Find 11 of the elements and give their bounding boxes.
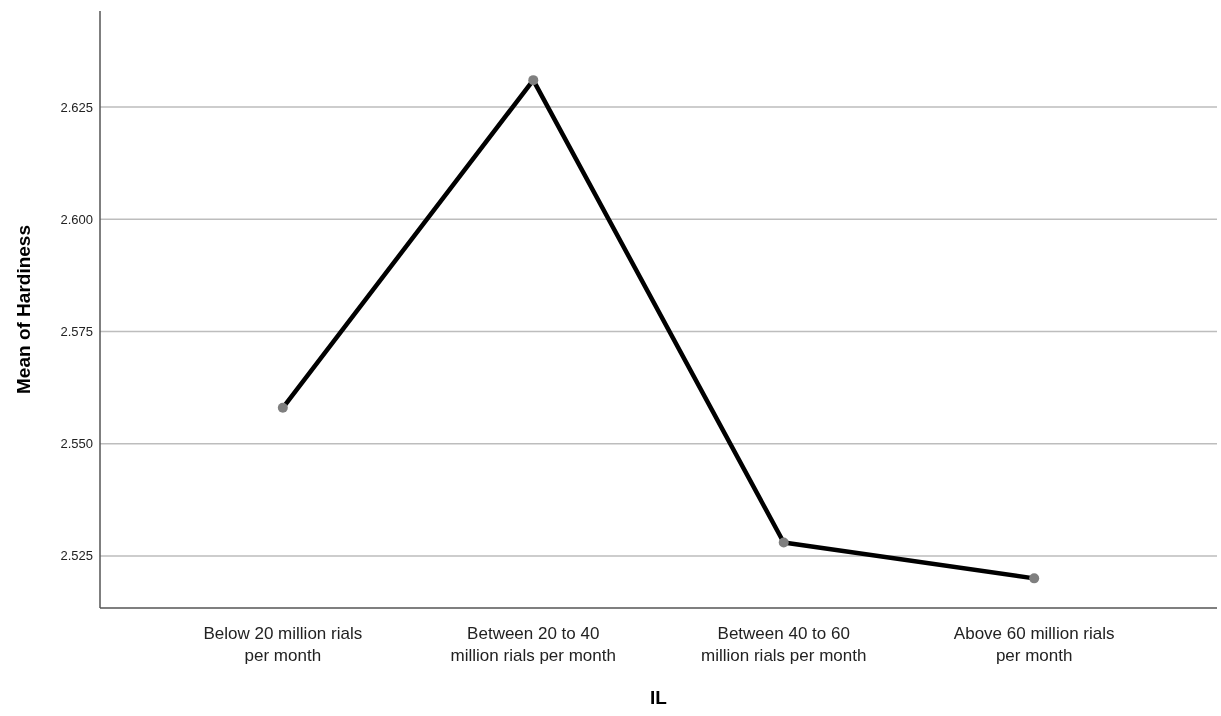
x-tick-label: Above 60 million rials per month bbox=[953, 624, 1115, 665]
x-axis-title: IL bbox=[650, 687, 668, 708]
x-tick-label: Between 20 to 40 million rials per month bbox=[450, 624, 616, 665]
y-tick-label: 2.600 bbox=[60, 211, 93, 227]
y-tick-label: 2.625 bbox=[60, 99, 93, 115]
x-tick-label: Below 20 million rials per month bbox=[203, 624, 363, 665]
y-axis-title: Mean of Hardiness bbox=[13, 225, 34, 394]
y-tick-label: 2.575 bbox=[60, 324, 93, 340]
y-tick-label: 2.550 bbox=[60, 436, 93, 452]
y-tick-label: 2.525 bbox=[60, 548, 93, 564]
x-tick-label: Between 40 to 60 million rials per month bbox=[701, 624, 867, 665]
